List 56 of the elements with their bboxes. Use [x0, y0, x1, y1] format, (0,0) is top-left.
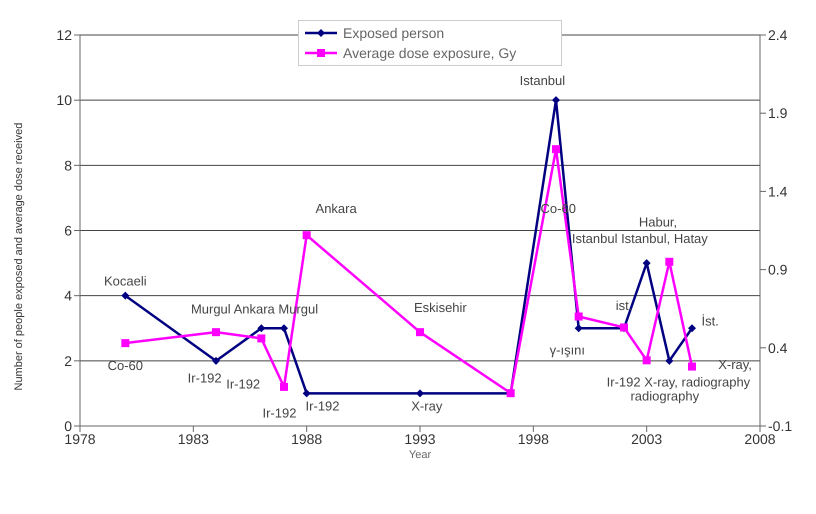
annotation: radiography — [630, 388, 700, 404]
point — [552, 145, 560, 154]
y-tick-label: 4 — [64, 288, 72, 304]
annotation: Ir-192 X-ray, radiography — [606, 374, 751, 390]
annotation: Istanbul — [520, 73, 566, 88]
y2-tick-label: 0.4 — [768, 340, 788, 356]
point — [688, 362, 696, 371]
annotation: Istanbul Istanbul, Hatay — [572, 230, 708, 246]
point — [302, 389, 311, 398]
point — [257, 334, 266, 342]
y2-tick-label: 1.4 — [768, 183, 788, 200]
point — [280, 382, 288, 391]
point — [416, 328, 424, 336]
annotation: X-ray — [411, 398, 443, 414]
point — [642, 356, 651, 364]
annotation: Ir-192 — [262, 405, 296, 420]
point — [280, 324, 288, 332]
legend-label: Average dose exposure, Gy — [343, 44, 516, 63]
annotation: ist. — [616, 298, 632, 314]
point — [212, 328, 220, 336]
legend-label: Exposed person — [343, 24, 444, 43]
point — [416, 389, 424, 398]
annotation: Habur, — [638, 214, 678, 230]
y2-tick-label: 1.9 — [768, 105, 788, 122]
y-axis-title: Number of people exposed and average dose received — [12, 122, 25, 390]
annotation: İst. — [701, 314, 719, 329]
point — [121, 292, 130, 300]
x-tick-label: 2003 — [631, 430, 662, 447]
point — [665, 258, 674, 266]
point — [302, 231, 311, 240]
annotation: Ankara — [316, 200, 358, 216]
point — [688, 324, 696, 332]
annotation: Eskisehir — [414, 300, 468, 316]
point — [665, 356, 674, 365]
annotation: Kocaeli — [104, 273, 147, 288]
x-tick-label: 1983 — [178, 430, 210, 447]
x-tick-label: 1988 — [291, 430, 322, 447]
y-tick-label: 2 — [64, 352, 72, 369]
annotation: X-ray, — [718, 357, 752, 372]
y-tick-label: 6 — [64, 222, 72, 238]
y2-tick-label: 2.4 — [768, 26, 788, 43]
annotation: Co-60 — [108, 358, 144, 374]
y2-tick-label: 0.9 — [768, 262, 788, 278]
annotation: Ir-192 — [188, 370, 222, 386]
x-tick-label: 1993 — [404, 430, 436, 447]
point — [121, 339, 130, 348]
point — [212, 356, 220, 365]
y-tick-label: 8 — [64, 157, 72, 174]
annotation: Ir-192 — [226, 376, 260, 392]
point — [574, 312, 583, 321]
x-tick-label: 1998 — [518, 430, 550, 447]
y-tick-label: 10 — [56, 92, 72, 108]
x-axis-title: Year — [408, 449, 432, 461]
y-tick-label: 12 — [56, 26, 72, 43]
annotation: γ-ışını — [550, 342, 586, 358]
annotation: Ir-192 — [306, 398, 340, 414]
